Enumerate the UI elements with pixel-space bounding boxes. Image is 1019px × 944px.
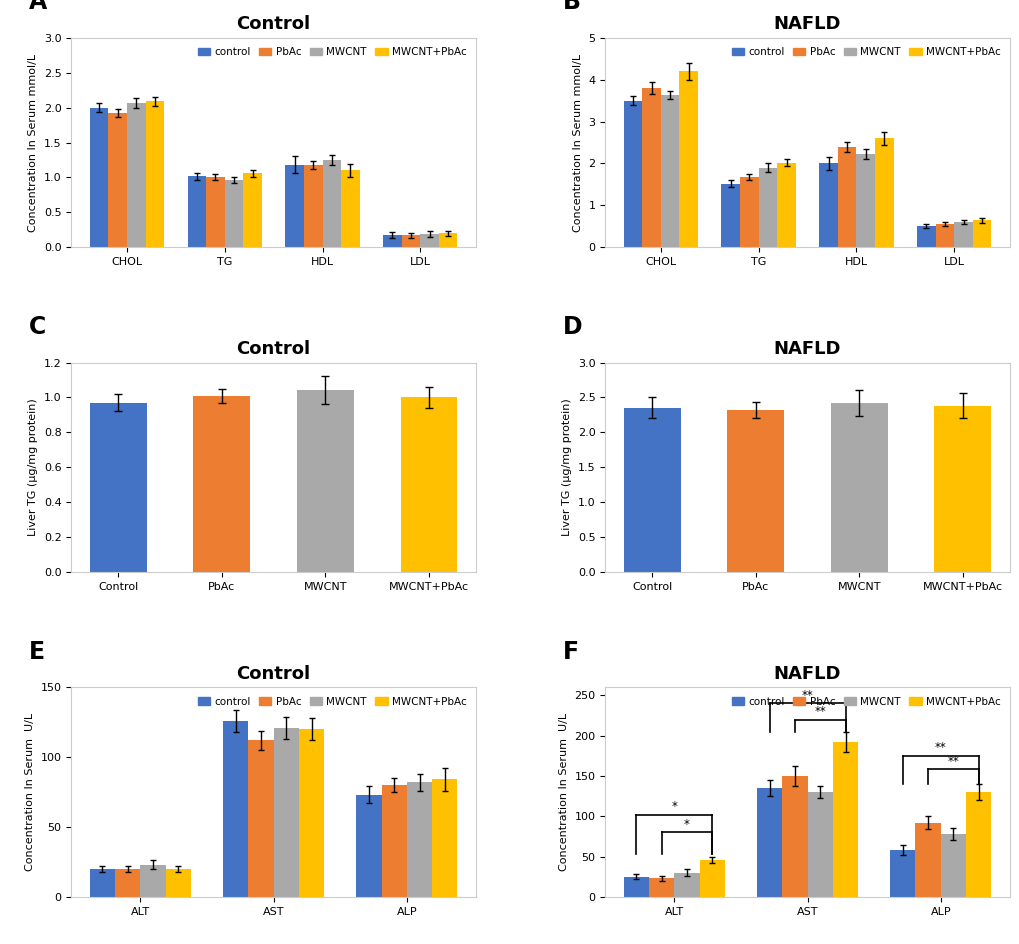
Bar — [660, 95, 679, 247]
Y-axis label: Concentration In Serum mmol/L: Concentration In Serum mmol/L — [573, 54, 582, 231]
Y-axis label: Liver TG (μg/mg protein): Liver TG (μg/mg protein) — [29, 398, 39, 536]
Text: **: ** — [934, 741, 946, 754]
Bar — [740, 177, 758, 247]
Title: Control: Control — [236, 665, 311, 683]
Bar — [165, 868, 191, 897]
Text: *: * — [684, 818, 689, 831]
Bar — [401, 235, 420, 247]
Bar — [90, 868, 115, 897]
Bar — [727, 410, 784, 572]
Text: F: F — [561, 640, 578, 664]
Bar — [90, 108, 108, 247]
Bar — [146, 101, 164, 247]
Y-axis label: Concentration In Serum  U/L: Concentration In Serum U/L — [25, 713, 35, 871]
Text: **: ** — [947, 755, 959, 767]
Legend: control, PbAc, MWCNT, MWCNT+PbAc: control, PbAc, MWCNT, MWCNT+PbAc — [727, 43, 1004, 61]
Legend: control, PbAc, MWCNT, MWCNT+PbAc: control, PbAc, MWCNT, MWCNT+PbAc — [194, 43, 470, 61]
Bar — [383, 235, 401, 247]
Bar — [381, 785, 407, 897]
Bar — [699, 860, 725, 897]
Bar — [206, 177, 224, 247]
Bar — [972, 220, 990, 247]
Y-axis label: Concentration In Serum mmol/L: Concentration In Serum mmol/L — [29, 54, 39, 231]
Bar — [758, 168, 776, 247]
Text: **: ** — [801, 689, 812, 701]
Bar — [916, 227, 934, 247]
Bar — [776, 162, 795, 247]
Bar — [285, 165, 304, 247]
Title: NAFLD: NAFLD — [773, 15, 841, 33]
Bar — [830, 403, 887, 572]
Bar — [807, 792, 833, 897]
Bar — [115, 868, 141, 897]
Bar — [400, 397, 458, 572]
Title: Control: Control — [236, 340, 311, 358]
Bar — [720, 183, 740, 247]
Bar — [248, 740, 273, 897]
Bar — [356, 795, 381, 897]
Y-axis label: Concentration In Serum  U/L: Concentration In Serum U/L — [558, 713, 569, 871]
Text: E: E — [29, 640, 45, 664]
Bar — [782, 776, 807, 897]
Bar — [108, 113, 126, 247]
Bar — [674, 872, 699, 897]
Bar — [837, 146, 856, 247]
Text: A: A — [29, 0, 47, 14]
Y-axis label: Liver TG (μg/mg protein): Liver TG (μg/mg protein) — [561, 398, 572, 536]
Bar — [90, 403, 147, 572]
Bar — [833, 742, 857, 897]
Text: B: B — [561, 0, 580, 14]
Bar — [679, 72, 697, 247]
Bar — [187, 176, 206, 247]
Bar — [340, 171, 360, 247]
Bar — [856, 154, 874, 247]
Bar — [407, 783, 432, 897]
Bar — [623, 101, 642, 247]
Text: **: ** — [813, 705, 825, 717]
Bar — [623, 877, 648, 897]
Bar — [890, 850, 915, 897]
Text: *: * — [671, 800, 677, 813]
Legend: control, PbAc, MWCNT, MWCNT+PbAc: control, PbAc, MWCNT, MWCNT+PbAc — [194, 693, 470, 711]
Bar — [141, 865, 165, 897]
Bar — [420, 234, 438, 247]
Bar — [648, 878, 674, 897]
Bar — [623, 408, 680, 572]
Bar — [126, 103, 146, 247]
Bar — [874, 139, 893, 247]
Bar — [244, 174, 262, 247]
Bar — [756, 788, 782, 897]
Text: D: D — [561, 315, 582, 339]
Bar — [940, 834, 965, 897]
Bar — [273, 728, 299, 897]
Title: NAFLD: NAFLD — [773, 665, 841, 683]
Bar — [642, 88, 660, 247]
Bar — [297, 391, 354, 572]
Title: Control: Control — [236, 15, 311, 33]
Bar — [299, 729, 324, 897]
Text: C: C — [29, 315, 46, 339]
Title: NAFLD: NAFLD — [773, 340, 841, 358]
Bar — [915, 822, 940, 897]
Bar — [223, 721, 248, 897]
Legend: control, PbAc, MWCNT, MWCNT+PbAc: control, PbAc, MWCNT, MWCNT+PbAc — [727, 693, 1004, 711]
Bar — [322, 160, 340, 247]
Bar — [194, 396, 250, 572]
Bar — [224, 180, 244, 247]
Bar — [965, 792, 990, 897]
Bar — [304, 165, 322, 247]
Bar — [954, 222, 972, 247]
Bar — [934, 225, 954, 247]
Bar — [818, 163, 837, 247]
Bar — [933, 406, 990, 572]
Bar — [432, 780, 458, 897]
Bar — [438, 233, 458, 247]
